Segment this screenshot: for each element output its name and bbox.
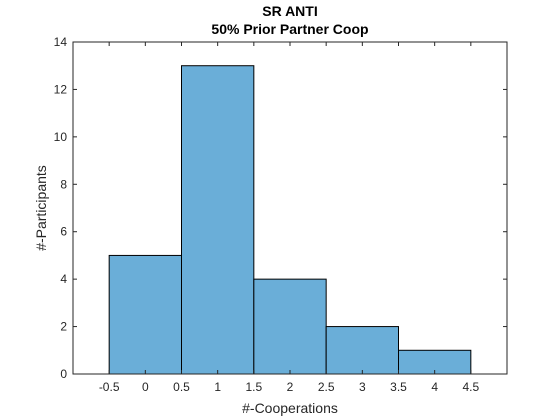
histogram-bar: [253, 278, 327, 375]
chart-title: SR ANTI: [262, 3, 317, 19]
x-tick-label: 1.5: [245, 380, 262, 394]
y-tick-label: 0: [60, 367, 67, 381]
x-tick-label: 4.5: [462, 380, 479, 394]
x-tick-label: 4: [431, 380, 438, 394]
x-axis-ticks: -0.5 0 0.5 1 1.5 2 2.5 3 3.5 4 4.5: [99, 42, 479, 394]
y-tick-label: 8: [60, 177, 67, 191]
y-axis-ticks: 0 2 4 6 8 10 12 14: [54, 35, 507, 381]
bars-group: [108, 65, 472, 375]
y-tick-label: 14: [54, 35, 68, 49]
y-tick-label: 12: [54, 82, 68, 96]
y-tick-label: 4: [60, 272, 67, 286]
histogram-bar: [181, 65, 255, 375]
chart-subtitle: 50% Prior Partner Coop: [211, 21, 368, 37]
plot-frame: [72, 41, 508, 375]
histogram-bar: [108, 254, 182, 375]
x-tick-label: 2: [287, 380, 294, 394]
x-tick-label: -0.5: [99, 380, 120, 394]
y-axis-label: #-Participants: [33, 165, 49, 251]
x-tick-label: 3.5: [390, 380, 407, 394]
x-axis-label: #-Cooperations: [242, 400, 338, 416]
y-tick-label: 10: [54, 130, 68, 144]
x-tick-label: 1: [214, 380, 221, 394]
y-tick-label: 2: [60, 320, 67, 334]
x-tick-label: 0.5: [173, 380, 190, 394]
y-tick-label: 6: [60, 225, 67, 239]
x-tick-label: 3: [359, 380, 366, 394]
x-tick-label: 0: [142, 380, 149, 394]
x-tick-label: 2.5: [318, 380, 335, 394]
histogram-bar: [325, 326, 399, 375]
